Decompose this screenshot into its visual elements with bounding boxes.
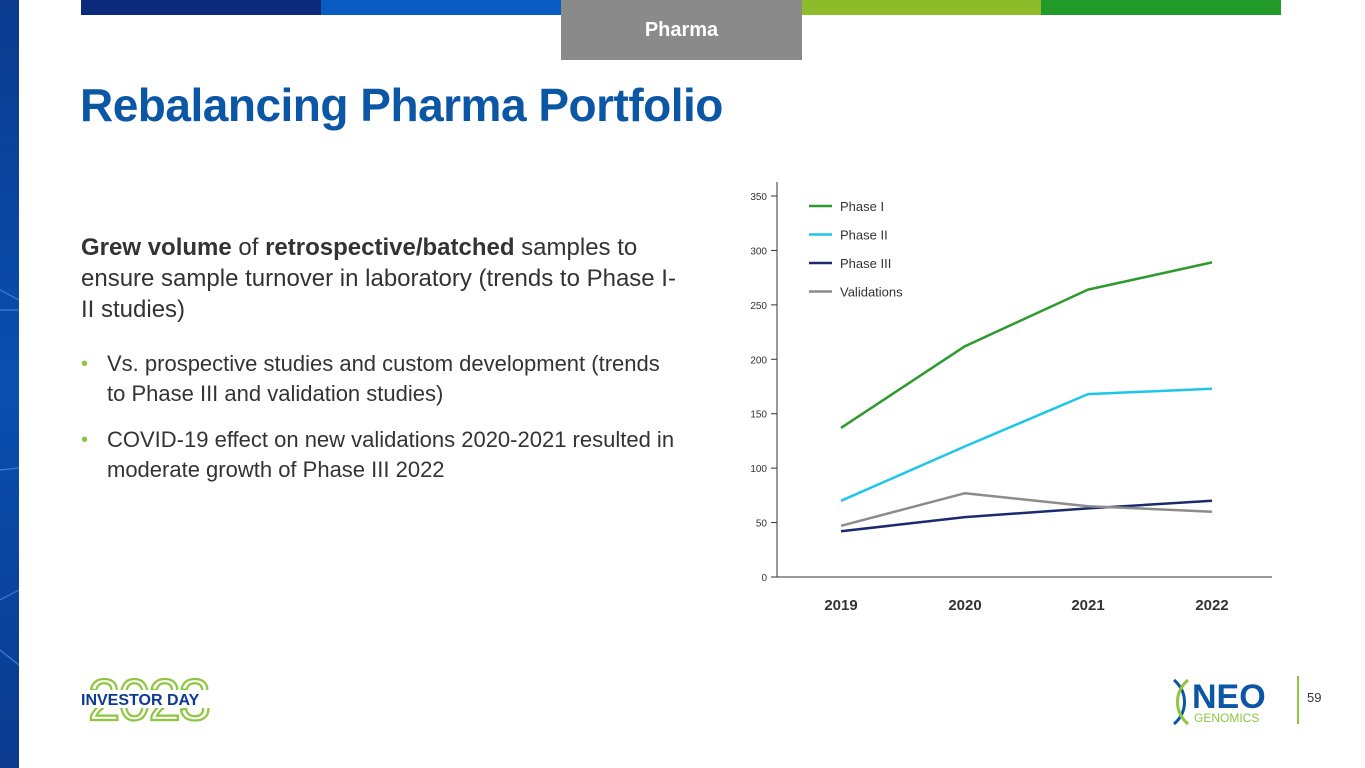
y-tick-label: 150 — [750, 410, 767, 421]
top-bar-segment — [801, 0, 1041, 15]
lead-emphasis: Grew volume — [81, 234, 232, 261]
y-tick-label: 100 — [750, 464, 767, 475]
legend-label: Phase II — [840, 228, 888, 243]
lead-emphasis: retrospective/batched — [265, 234, 515, 261]
top-bar-segment — [321, 0, 561, 15]
series-line-validations — [840, 491, 1213, 528]
neo-logo-sub: GENOMICS — [1194, 711, 1259, 725]
investor-day-2023-logo: 2023 INVESTOR DAY — [80, 668, 214, 728]
y-tick-label: 200 — [750, 355, 767, 366]
top-bar-segment — [1041, 0, 1281, 15]
top-bar-segment — [81, 0, 321, 15]
series-line-phase-ii — [840, 387, 1213, 502]
bullet-dot-icon: • — [81, 429, 89, 451]
investor-logo-text: INVESTOR DAY — [81, 692, 200, 709]
neogenomics-logo: NEO GENOMICS — [1172, 678, 1266, 726]
bullet-list: • Vs. prospective studies and custom dev… — [81, 349, 681, 501]
y-tick-label: 50 — [756, 519, 768, 530]
legend-label: Phase III — [840, 256, 891, 271]
x-tick-label: 2020 — [948, 597, 981, 614]
neo-logo-main: NEO — [1192, 678, 1266, 716]
y-tick-label: 300 — [750, 246, 767, 257]
lead-text: of — [231, 234, 266, 261]
lead-text: samples to ensure sample turnover in lab… — [81, 234, 676, 323]
y-tick-label: 0 — [761, 573, 767, 584]
left-decorative-rail — [0, 0, 19, 768]
x-tick-label: 2021 — [1071, 597, 1104, 614]
page-number: 59 — [1307, 690, 1322, 705]
series-line-phase-i — [840, 261, 1213, 429]
bullet-text: Vs. prospective studies and custom devel… — [107, 351, 660, 406]
bullet-text: COVID-19 effect on new validations 2020-… — [107, 427, 675, 482]
bullet-dot-icon: • — [81, 353, 89, 375]
x-tick-label: 2022 — [1195, 597, 1228, 614]
legend-label: Validations — [840, 285, 903, 300]
bullet-item: • Vs. prospective studies and custom dev… — [81, 349, 681, 409]
line-chart: 0 50 100 150 200 250 300 350 2019 2020 2021 2022 Pha… — [750, 182, 1272, 614]
legend-label: Phase I — [840, 199, 884, 214]
series-line-phase-iii — [840, 499, 1213, 533]
bullet-item: • COVID-19 effect on new validations 202… — [81, 425, 681, 485]
y-tick-label: 250 — [750, 301, 767, 312]
lead-paragraph: Grew volume of retrospective/batched sam… — [81, 232, 681, 325]
page-title: Rebalancing Pharma Portfolio — [80, 79, 723, 131]
footer-divider — [1297, 676, 1299, 724]
x-tick-label: 2019 — [824, 597, 857, 614]
y-tick-label: 350 — [750, 192, 767, 203]
section-tab-pharma: Pharma — [561, 0, 802, 60]
